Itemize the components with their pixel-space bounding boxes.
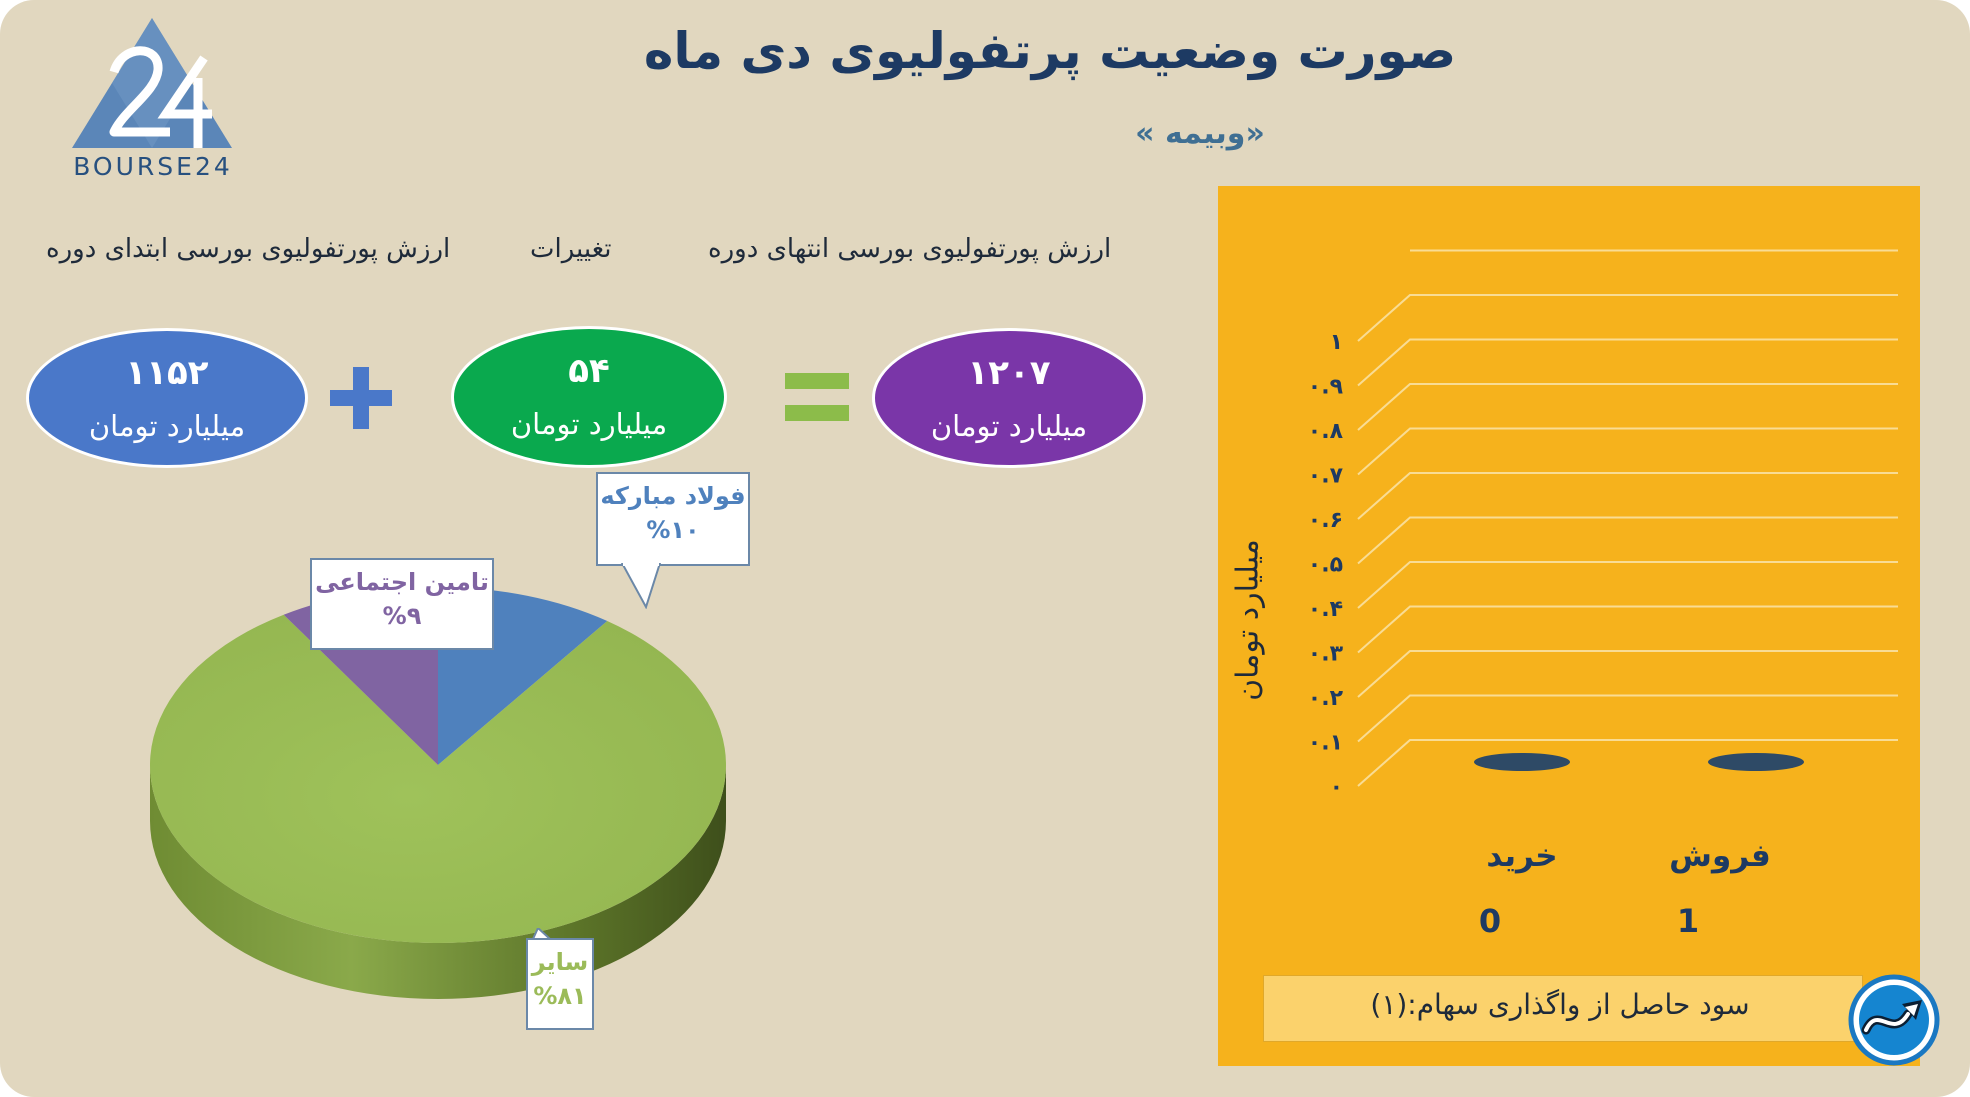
sell-count: 1 <box>1676 902 1700 940</box>
start-value-label: ارزش پورتفولیوی بورسی ابتدای دوره <box>46 234 451 264</box>
callout-tamin-label: تامین اجتماعی <box>315 568 489 596</box>
bar-sell <box>1708 753 1804 771</box>
callout-foolad-value: %۱۰ <box>646 516 700 544</box>
end-value-oval: ۱۲۰۷ میلیارد تومان <box>872 328 1146 468</box>
grid-line <box>1357 650 1898 698</box>
callout-tamin: تامین اجتماعی %۹ <box>310 558 494 650</box>
y-tick-label: ۰ <box>1330 775 1343 800</box>
y-tick-label: ۰.۶ <box>1308 508 1343 533</box>
callout-sayer-label: سایر <box>531 948 589 976</box>
grid-line <box>1357 294 1898 342</box>
y-tick-label: ۰.۹ <box>1308 375 1343 400</box>
callout-foolad-pointer <box>620 563 662 609</box>
buy-count: 0 <box>1478 902 1502 940</box>
end-value-unit: میلیارد تومان <box>930 409 1088 443</box>
trade-bar-chart: ۰ ۰.۱ ۰.۲ ۰.۳ ۰.۴ ۰.۵ ۰.۶ ۰.۷ ۰.۸ ۰.۹ ۱ <box>1308 249 1898 800</box>
y-tick-label: ۱ <box>1330 330 1343 355</box>
category-label-sell: فروش <box>1669 838 1771 874</box>
callout-foolad: فولاد مبارکه %۱۰ <box>596 472 750 566</box>
change-value: ۵۴ <box>568 351 610 391</box>
grid-line <box>1357 516 1898 565</box>
profit-box <box>1263 975 1863 1042</box>
category-label-buy: خرید <box>1486 838 1558 874</box>
bourse24-logo <box>72 18 232 148</box>
change-value-unit: میلیارد تومان <box>510 407 668 441</box>
equals-icon <box>785 373 849 421</box>
y-tick-label: ۰.۷ <box>1308 464 1344 489</box>
trend-arrow-icon <box>1848 974 1940 1066</box>
callout-sayer: سایر %۸۱ <box>526 938 594 1030</box>
y-tick-label: ۰.۲ <box>1308 686 1344 711</box>
y-axis-label: میلیارد تومان <box>1230 539 1266 701</box>
y-tick-label: ۰.۴ <box>1308 597 1343 622</box>
callout-tamin-value: %۹ <box>382 602 422 630</box>
grid-line <box>1357 383 1898 431</box>
y-tick-label: ۰.۵ <box>1308 553 1343 578</box>
start-value-oval: ۱۱۵۲ میلیارد تومان <box>26 328 308 468</box>
grid-line <box>1357 739 1898 787</box>
y-tick-label: ۰.۸ <box>1308 419 1344 444</box>
bar-buy <box>1474 753 1570 771</box>
page-subtitle: «وبیمه » <box>1135 116 1265 151</box>
y-tick-label: ۰.۱ <box>1308 731 1343 756</box>
callout-sayer-value: %۸۱ <box>533 982 587 1010</box>
trade-chart-panel: ۰ ۰.۱ ۰.۲ ۰.۳ ۰.۴ ۰.۵ ۰.۶ ۰.۷ ۰.۸ ۰.۹ ۱ <box>1218 186 1920 1066</box>
grid-line <box>1357 472 1898 520</box>
change-label: تغییرات <box>530 234 612 264</box>
grid-line <box>1357 694 1898 743</box>
start-value: ۱۱۵۲ <box>125 353 209 393</box>
grid-line <box>1357 338 1898 387</box>
change-value-oval: ۵۴ میلیارد تومان <box>451 326 727 468</box>
page-title: صورت وضعیت پرتفولیوی دی ماه <box>643 22 1457 80</box>
callout-foolad-label: فولاد مبارکه <box>600 482 746 510</box>
grid-line <box>1357 427 1898 476</box>
profit-label: سود حاصل از واگذاری سهام:(۱) <box>1370 988 1750 1021</box>
pie-slice-sayer <box>150 614 726 943</box>
start-value-unit: میلیارد تومان <box>88 409 246 443</box>
end-value-label: ارزش پورتفولیوی بورسی انتهای دوره <box>708 234 1112 264</box>
y-tick-label: ۰.۳ <box>1308 642 1344 667</box>
grid-line <box>1357 561 1898 609</box>
logo-text: BOURSE24 <box>73 152 233 181</box>
plus-icon <box>330 367 392 429</box>
grid-line <box>1357 605 1898 654</box>
end-value: ۱۲۰۷ <box>967 353 1051 393</box>
